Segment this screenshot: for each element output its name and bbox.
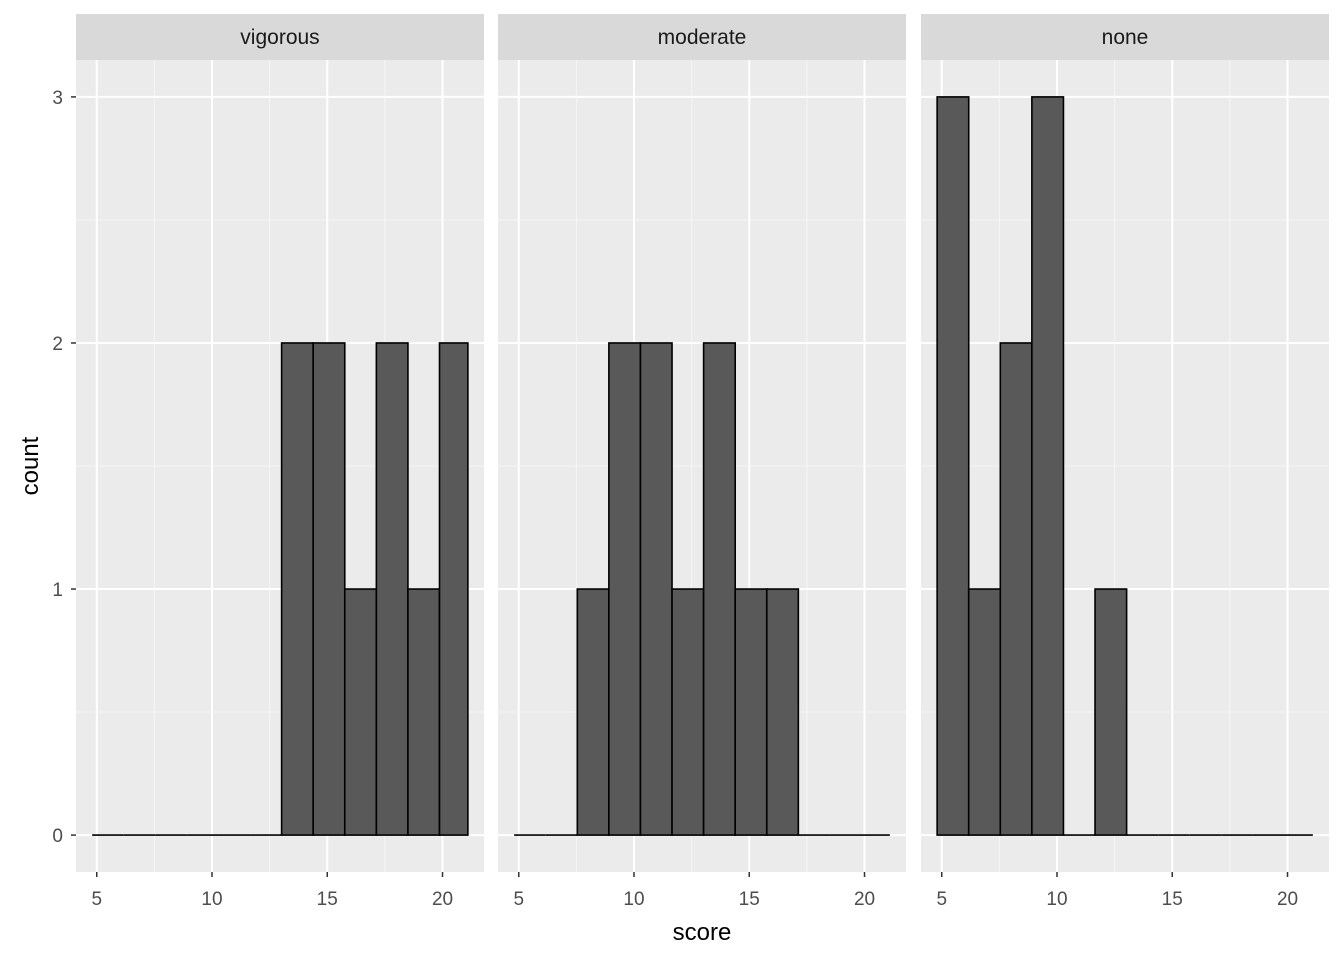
y-tick-label: 1	[52, 580, 63, 601]
facet-strip	[498, 14, 906, 60]
histogram-bar	[407, 588, 441, 836]
panel-vigorous: vigorous 5 10 15 20	[76, 14, 484, 910]
histogram-bar	[639, 342, 673, 836]
x-tick-label: 20	[432, 889, 453, 910]
histogram-bar	[967, 588, 1002, 836]
y-axis: 0 1 2 3	[52, 88, 76, 847]
y-tick-label: 2	[52, 334, 63, 355]
facet-strip	[921, 14, 1329, 60]
x-tick-label: 10	[1046, 889, 1067, 910]
x-tick-label: 5	[91, 889, 102, 910]
x-tick-label: 5	[936, 889, 947, 910]
histogram-bar	[438, 342, 469, 836]
x-tick-label: 15	[739, 889, 760, 910]
panels-group: vigorous 5 10 15 20 moderate 5 10 15 20 none 5 10 15 2…	[76, 14, 1329, 910]
panel-moderate: moderate 5 10 15 20	[498, 14, 906, 910]
histogram-bar	[1094, 588, 1128, 836]
histogram-bar	[765, 588, 800, 836]
histogram-bar	[1031, 96, 1065, 836]
histogram-bar	[576, 588, 610, 836]
x-tick-label: 10	[201, 889, 222, 910]
histogram-bar	[375, 342, 409, 836]
histogram-bar	[280, 342, 314, 836]
facet-strip-label: moderate	[658, 26, 747, 49]
histogram-bar	[702, 342, 736, 836]
y-tick-label: 3	[52, 88, 63, 109]
x-tick-label: 5	[513, 889, 524, 910]
y-tick-label: 0	[52, 826, 63, 847]
x-axis-title: score	[673, 919, 732, 946]
x-tick-label: 20	[1277, 889, 1298, 910]
histogram-bar	[608, 342, 642, 836]
x-tick-label: 20	[854, 889, 875, 910]
facet-strip-label: none	[1102, 26, 1149, 49]
panel-none: none 5 10 15 20	[921, 14, 1329, 910]
x-tick-label: 15	[317, 889, 338, 910]
histogram-bar	[671, 588, 705, 836]
facet-strip	[76, 14, 484, 60]
x-tick-label: 15	[1162, 889, 1183, 910]
y-axis-title: count	[17, 436, 44, 495]
x-tick-label: 10	[623, 889, 644, 910]
histogram-bar	[999, 342, 1033, 836]
histogram-bar	[734, 588, 768, 836]
facet-strip-label: vigorous	[240, 26, 319, 49]
histogram-bar	[312, 342, 346, 836]
histogram-bar	[936, 96, 970, 836]
histogram-bar	[343, 588, 378, 836]
